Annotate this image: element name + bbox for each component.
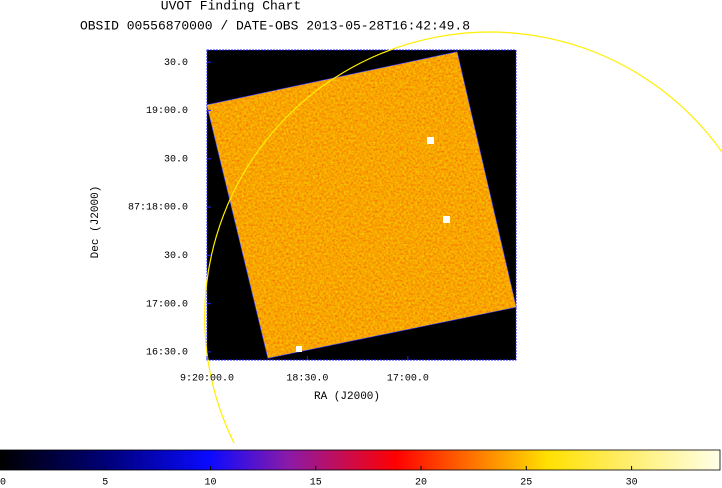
source bbox=[443, 216, 450, 223]
y-tick-label: 87:18:00.0 bbox=[128, 203, 188, 214]
x-tick-label: 9:20:00.0 bbox=[180, 374, 234, 385]
x-axis-label: RA (J2000) bbox=[314, 391, 380, 403]
y-tick-label: 19:00.0 bbox=[146, 106, 188, 117]
source bbox=[296, 346, 302, 352]
error-circle bbox=[204, 31, 722, 444]
y-tick-label: 30.0 bbox=[164, 251, 188, 262]
y-axis-label: Dec (J2000) bbox=[90, 186, 102, 259]
colorbar-tick-label: 0 bbox=[0, 478, 6, 488]
colorbar bbox=[0, 449, 721, 471]
colorbar-tick-label: 30 bbox=[626, 478, 638, 488]
y-tick-label: 17:00.0 bbox=[146, 299, 188, 310]
colorbar-tick-label: 15 bbox=[310, 478, 322, 488]
colorbar-tick-label: 20 bbox=[415, 478, 427, 488]
colorbar-tick-label: 25 bbox=[520, 478, 532, 488]
colorbar-tick-label: 10 bbox=[205, 478, 217, 488]
y-tick-label: 16:30.0 bbox=[146, 348, 188, 359]
y-tick-label: 30.0 bbox=[164, 154, 188, 165]
y-tick-label: 30.0 bbox=[164, 58, 188, 69]
chart-subtitle: OBSID 00556870000 / DATE-OBS 2013-05-28T… bbox=[80, 18, 470, 33]
exposure-noise bbox=[207, 52, 516, 358]
x-tick-label: 18:30.0 bbox=[286, 374, 328, 385]
source bbox=[427, 137, 434, 144]
x-tick-label: 17:00.0 bbox=[387, 374, 429, 385]
chart-title: UVOT Finding Chart bbox=[161, 0, 301, 13]
colorbar-tick-label: 5 bbox=[102, 478, 108, 488]
